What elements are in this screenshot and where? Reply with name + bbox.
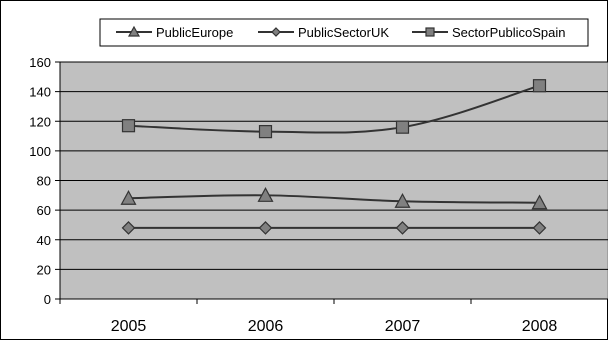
y-tick-label: 160 (29, 55, 51, 70)
axes: 0 20 40 60 80 100 120 140 160 2005 2006 2007 2008 (29, 55, 608, 335)
legend-label-publicsectoruk: PublicSectorUK (298, 25, 389, 40)
series-lines (120, 79, 548, 235)
legend-box (99, 18, 589, 47)
legend-label-sectorpublicospain: SectorPublicoSpain (452, 25, 565, 40)
legend-marker-publiceurope (127, 25, 141, 37)
data-point-publicsectoruk (121, 221, 136, 235)
data-point-sectorpublicospain (258, 125, 273, 139)
legend-marker-publicsectoruk (271, 27, 281, 37)
series-line-sectorpublicospain (128, 84, 540, 134)
y-tick-label: 140 (29, 85, 51, 100)
gridlines (60, 61, 608, 270)
y-tick-label: 20 (37, 262, 51, 277)
y-tick-label: 60 (37, 203, 51, 218)
data-point-publiceurope (120, 190, 137, 205)
data-point-publicsectoruk (532, 221, 547, 235)
x-tick-label: 2006 (248, 318, 284, 335)
y-tick-label: 0 (44, 292, 51, 307)
data-point-publiceurope (531, 194, 548, 210)
legend-label-publiceurope: PublicEurope (156, 25, 233, 40)
y-tick-label: 80 (37, 174, 51, 189)
data-point-publicsectoruk (258, 221, 273, 235)
series-line-publiceurope (128, 194, 540, 204)
data-point-publicsectoruk (395, 221, 410, 235)
data-point-publiceurope (257, 187, 274, 202)
data-point-sectorpublicospain (395, 120, 410, 134)
x-tick-label: 2007 (385, 318, 421, 335)
x-tick-label: 2005 (111, 318, 147, 335)
y-tick-label: 100 (29, 144, 51, 159)
data-point-sectorpublicospain (121, 119, 136, 133)
y-tick-label: 120 (29, 114, 51, 129)
legend: PublicEurope PublicSectorUK SectorPublicoS… (99, 18, 589, 47)
y-tick-label: 40 (37, 233, 51, 248)
data-point-publiceurope (394, 192, 411, 208)
legend-marker-sectorpublicospain (425, 27, 435, 37)
x-tick-label: 2008 (522, 318, 558, 335)
data-point-sectorpublicospain (532, 79, 547, 93)
